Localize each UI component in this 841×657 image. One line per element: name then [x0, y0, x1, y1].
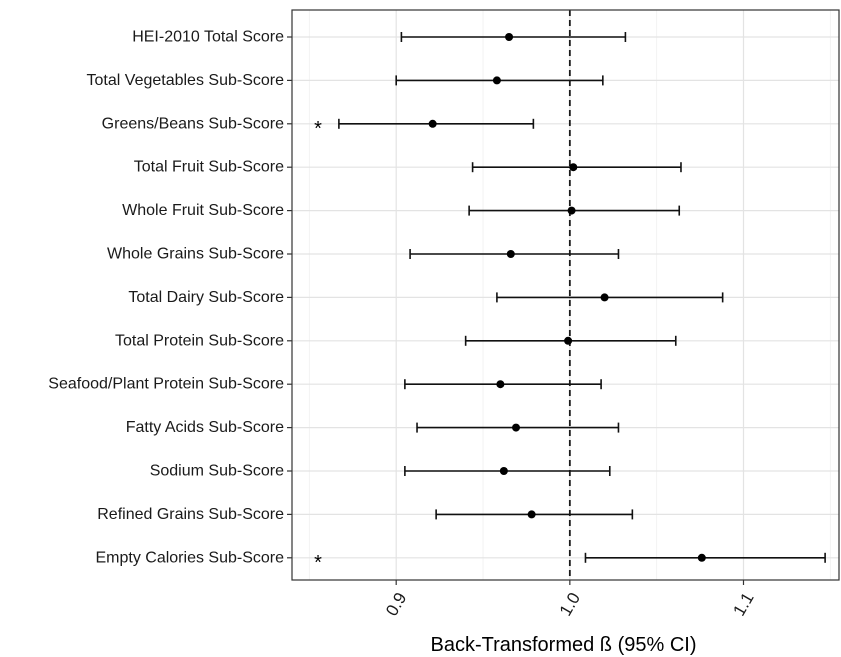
point-estimate: [527, 510, 536, 519]
y-tick-label: Refined Grains Sub-Score: [97, 506, 284, 523]
point-estimate: [567, 206, 576, 215]
point-estimate: [499, 467, 508, 475]
y-label-layer: HEI-2010 Total Score Total Vegetables Sub…: [48, 29, 292, 566]
x-tick-label: 1.0: [556, 589, 584, 619]
x-tick-label: 0.9: [382, 589, 410, 619]
point-estimate: [569, 163, 578, 172]
x-tick-layer: 0.9 1.0 1.1: [382, 580, 758, 619]
y-tick-label: HEI-2010 Total Score: [132, 29, 284, 46]
point-estimate: [600, 293, 609, 302]
y-tick-label: Whole Fruit Sub-Score: [122, 202, 284, 219]
y-tick-label: Seafood/Plant Protein Sub-Score: [48, 376, 284, 393]
x-axis-title: Back-Transformed ß (95% CI): [431, 634, 697, 656]
significance-marker: *: [314, 118, 322, 140]
point-estimate: [506, 250, 515, 258]
y-tick-label: Total Fruit Sub-Score: [134, 159, 284, 176]
point-estimate: [428, 119, 437, 128]
y-tick-label: Empty Calories Sub-Score: [95, 549, 284, 566]
y-tick-label: Whole Grains Sub-Score: [107, 246, 284, 263]
y-tick-label: Greens/Beans Sub-Score: [102, 115, 284, 132]
point-estimate: [496, 380, 505, 389]
point-estimate: [492, 76, 501, 85]
y-tick-label: Total Protein Sub-Score: [115, 332, 284, 349]
point-estimate: [697, 553, 706, 562]
y-tick-label: Sodium Sub-Score: [150, 463, 284, 480]
y-tick-label: Total Dairy Sub-Score: [128, 289, 284, 306]
y-tick-label: Fatty Acids Sub-Score: [126, 419, 284, 436]
x-tick-label: 1.1: [729, 589, 757, 619]
point-layer: [428, 33, 706, 562]
annotation-layer: **: [314, 118, 322, 574]
point-estimate: [505, 33, 514, 41]
significance-marker: *: [314, 552, 322, 574]
panel-border: [291, 9, 840, 581]
y-tick-label: Total Vegetables Sub-Score: [87, 72, 285, 89]
point-estimate: [512, 423, 521, 432]
grid-layer: [292, 10, 839, 580]
point-estimate: [564, 336, 573, 345]
